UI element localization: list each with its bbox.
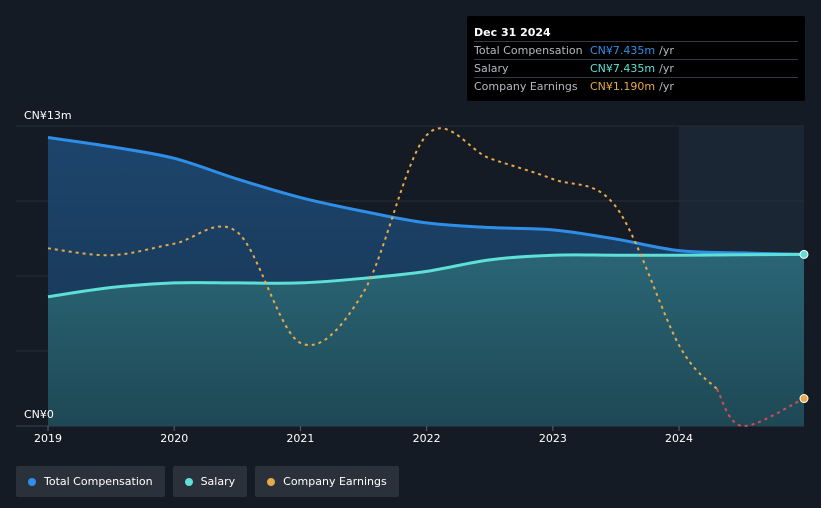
legend-dot-icon (184, 477, 193, 486)
legend-dot-icon (28, 477, 36, 486)
tooltip-row-salary: Salary CN¥7.435m /yr (474, 59, 798, 77)
legend-item-total-compensation[interactable]: Total Compensation (16, 466, 165, 497)
tooltip-unit: /yr (659, 80, 674, 93)
tooltip-value: CN¥1.190m (590, 80, 656, 93)
x-tick-label: 2020 (160, 432, 188, 445)
tooltip: Dec 31 2024 Total Compensation CN¥7.435m… (467, 16, 805, 101)
legend-item-salary[interactable]: Salary (172, 466, 248, 497)
x-tick-label: 2019 (34, 432, 62, 445)
x-tick-label: 2023 (539, 432, 567, 445)
tooltip-label: Company Earnings (474, 80, 578, 93)
legend: Total Compensation Salary Company Earnin… (16, 466, 399, 497)
y-axis-bottom-label: CN¥0 (24, 408, 54, 421)
tooltip-label: Total Compensation (474, 44, 583, 57)
tooltip-value: CN¥7.435m (590, 44, 656, 57)
tooltip-unit: /yr (659, 62, 674, 75)
tooltip-date: Dec 31 2024 (474, 26, 551, 39)
y-axis-top-label: CN¥13m (24, 109, 72, 122)
end-markers (799, 249, 809, 404)
total-compensation-line (47, 136, 805, 256)
legend-label: Total Compensation (44, 475, 153, 488)
legend-label: Salary (200, 475, 236, 488)
legend-label: Company Earnings (283, 475, 387, 488)
series-end-marker (799, 249, 809, 259)
tooltip-value: CN¥7.435m (590, 62, 656, 75)
series-end-marker (799, 394, 809, 404)
salary-line (47, 252, 805, 299)
salary-area (48, 254, 804, 426)
tooltip-unit: /yr (659, 44, 674, 57)
x-axis: 2019 2020 2021 2022 2023 2024 (34, 426, 693, 445)
legend-dot-icon (267, 477, 276, 486)
tooltip-row-company-earnings: Company Earnings CN¥1.190m /yr (474, 77, 798, 95)
company-earnings-low-segment (716, 388, 805, 428)
tooltip-row-total-compensation: Total Compensation CN¥7.435m /yr (474, 41, 798, 59)
legend-item-company-earnings[interactable]: Company Earnings (255, 466, 399, 497)
x-tick-label: 2024 (665, 432, 693, 445)
x-tick-label: 2021 (286, 432, 314, 445)
x-tick-label: 2022 (413, 432, 441, 445)
tooltip-label: Salary (474, 62, 509, 75)
